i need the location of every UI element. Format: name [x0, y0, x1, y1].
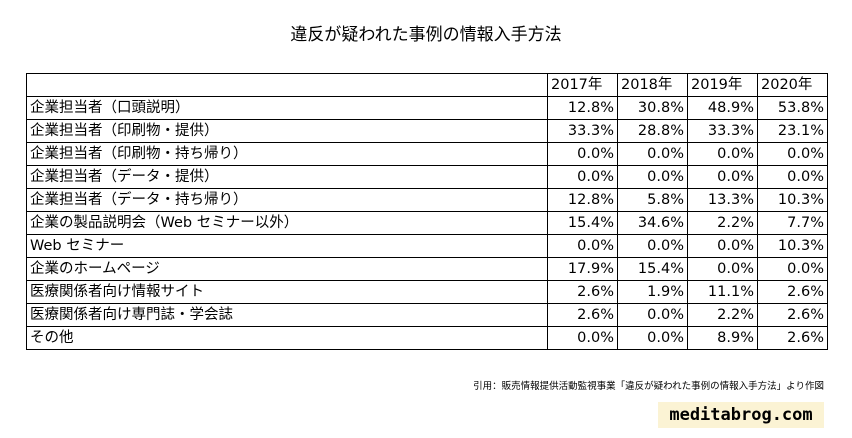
- value-cell: 2.2%: [687, 211, 758, 235]
- row-label: 医療関係者向け専門誌・学会誌: [26, 303, 548, 327]
- table-row: 企業担当者（口頭説明） 12.8% 30.8% 48.9% 53.8%: [26, 96, 828, 120]
- header-cell-blank: [26, 73, 548, 97]
- source-citation: 引用：販売情報提供活動監視事業「違反が疑われた事例の情報入手方法」より作図: [473, 381, 824, 392]
- value-cell: 1.9%: [617, 280, 688, 304]
- value-cell: 5.8%: [617, 188, 688, 212]
- row-label: 企業担当者（印刷物・提供）: [26, 119, 548, 143]
- value-cell: 0.0%: [687, 165, 758, 189]
- value-cell: 10.3%: [757, 188, 828, 212]
- value-cell: 0.0%: [687, 234, 758, 258]
- table-body: 2017年 2018年 2019年 2020年 企業担当者（口頭説明） 12.8% 30.8…: [26, 73, 828, 350]
- table-row: 企業担当者（データ・提供） 0.0% 0.0% 0.0% 0.0%: [26, 165, 828, 189]
- value-cell: 11.1%: [687, 280, 758, 304]
- table-header-row: 2017年 2018年 2019年 2020年: [26, 73, 828, 97]
- value-cell: 28.8%: [617, 119, 688, 143]
- table-row: 企業の製品説明会（Web セミナー以外） 15.4% 34.6% 2.2% 7.7%: [26, 211, 828, 235]
- value-cell: 2.6%: [757, 280, 828, 304]
- value-cell: 0.0%: [757, 165, 828, 189]
- value-cell: 0.0%: [757, 142, 828, 166]
- value-cell: 0.0%: [687, 257, 758, 281]
- table-row: 企業担当者（印刷物・持ち帰り） 0.0% 0.0% 0.0% 0.0%: [26, 142, 828, 166]
- value-cell: 0.0%: [617, 303, 688, 327]
- value-cell: 10.3%: [757, 234, 828, 258]
- value-cell: 0.0%: [617, 234, 688, 258]
- value-cell: 23.1%: [757, 119, 828, 143]
- value-cell: 0.0%: [757, 257, 828, 281]
- table-row: 企業担当者（データ・持ち帰り） 12.8% 5.8% 13.3% 10.3%: [26, 188, 828, 212]
- value-cell: 12.8%: [547, 188, 618, 212]
- row-label: その他: [26, 326, 548, 350]
- value-cell: 13.3%: [687, 188, 758, 212]
- value-cell: 2.6%: [547, 280, 618, 304]
- header-cell-year: 2020年: [757, 73, 828, 97]
- value-cell: 0.0%: [687, 142, 758, 166]
- row-label: 企業のホームページ: [26, 257, 548, 281]
- value-cell: 0.0%: [547, 326, 618, 350]
- row-label: 企業担当者（データ・提供）: [26, 165, 548, 189]
- value-cell: 2.6%: [757, 326, 828, 350]
- header-cell-year: 2017年: [547, 73, 618, 97]
- table-row: 医療関係者向け情報サイト 2.6% 1.9% 11.1% 2.6%: [26, 280, 828, 304]
- header-cell-year: 2019年: [687, 73, 758, 97]
- header-cell-year: 2018年: [617, 73, 688, 97]
- value-cell: 15.4%: [617, 257, 688, 281]
- value-cell: 0.0%: [617, 326, 688, 350]
- row-label: 企業担当者（データ・持ち帰り）: [26, 188, 548, 212]
- table-row: 医療関係者向け専門誌・学会誌 2.6% 0.0% 2.2% 2.6%: [26, 303, 828, 327]
- row-label: Web セミナー: [26, 234, 548, 258]
- value-cell: 2.6%: [757, 303, 828, 327]
- value-cell: 2.6%: [547, 303, 618, 327]
- row-label: 医療関係者向け情報サイト: [26, 280, 548, 304]
- value-cell: 0.0%: [547, 142, 618, 166]
- site-brand-label: meditabrog.com: [658, 402, 824, 428]
- value-cell: 0.0%: [547, 165, 618, 189]
- table-row: Web セミナー 0.0% 0.0% 0.0% 10.3%: [26, 234, 828, 258]
- value-cell: 53.8%: [757, 96, 828, 120]
- table-row: 企業のホームページ 17.9% 15.4% 0.0% 0.0%: [26, 257, 828, 281]
- row-label: 企業の製品説明会（Web セミナー以外）: [26, 211, 548, 235]
- table-row: その他 0.0% 0.0% 8.9% 2.6%: [26, 326, 828, 350]
- value-cell: 2.2%: [687, 303, 758, 327]
- value-cell: 12.8%: [547, 96, 618, 120]
- chart-title: 違反が疑われた事例の情報入手方法: [290, 25, 562, 45]
- row-label: 企業担当者（印刷物・持ち帰り）: [26, 142, 548, 166]
- value-cell: 33.3%: [687, 119, 758, 143]
- value-cell: 8.9%: [687, 326, 758, 350]
- row-label: 企業担当者（口頭説明）: [26, 96, 548, 120]
- value-cell: 30.8%: [617, 96, 688, 120]
- value-cell: 7.7%: [757, 211, 828, 235]
- value-cell: 33.3%: [547, 119, 618, 143]
- value-cell: 17.9%: [547, 257, 618, 281]
- value-cell: 48.9%: [687, 96, 758, 120]
- table-row: 企業担当者（印刷物・提供） 33.3% 28.8% 33.3% 23.1%: [26, 119, 828, 143]
- value-cell: 0.0%: [617, 165, 688, 189]
- value-cell: 15.4%: [547, 211, 618, 235]
- data-table: 2017年 2018年 2019年 2020年 企業担当者（口頭説明） 12.8% 30.8…: [26, 73, 828, 350]
- value-cell: 34.6%: [617, 211, 688, 235]
- value-cell: 0.0%: [547, 234, 618, 258]
- value-cell: 0.0%: [617, 142, 688, 166]
